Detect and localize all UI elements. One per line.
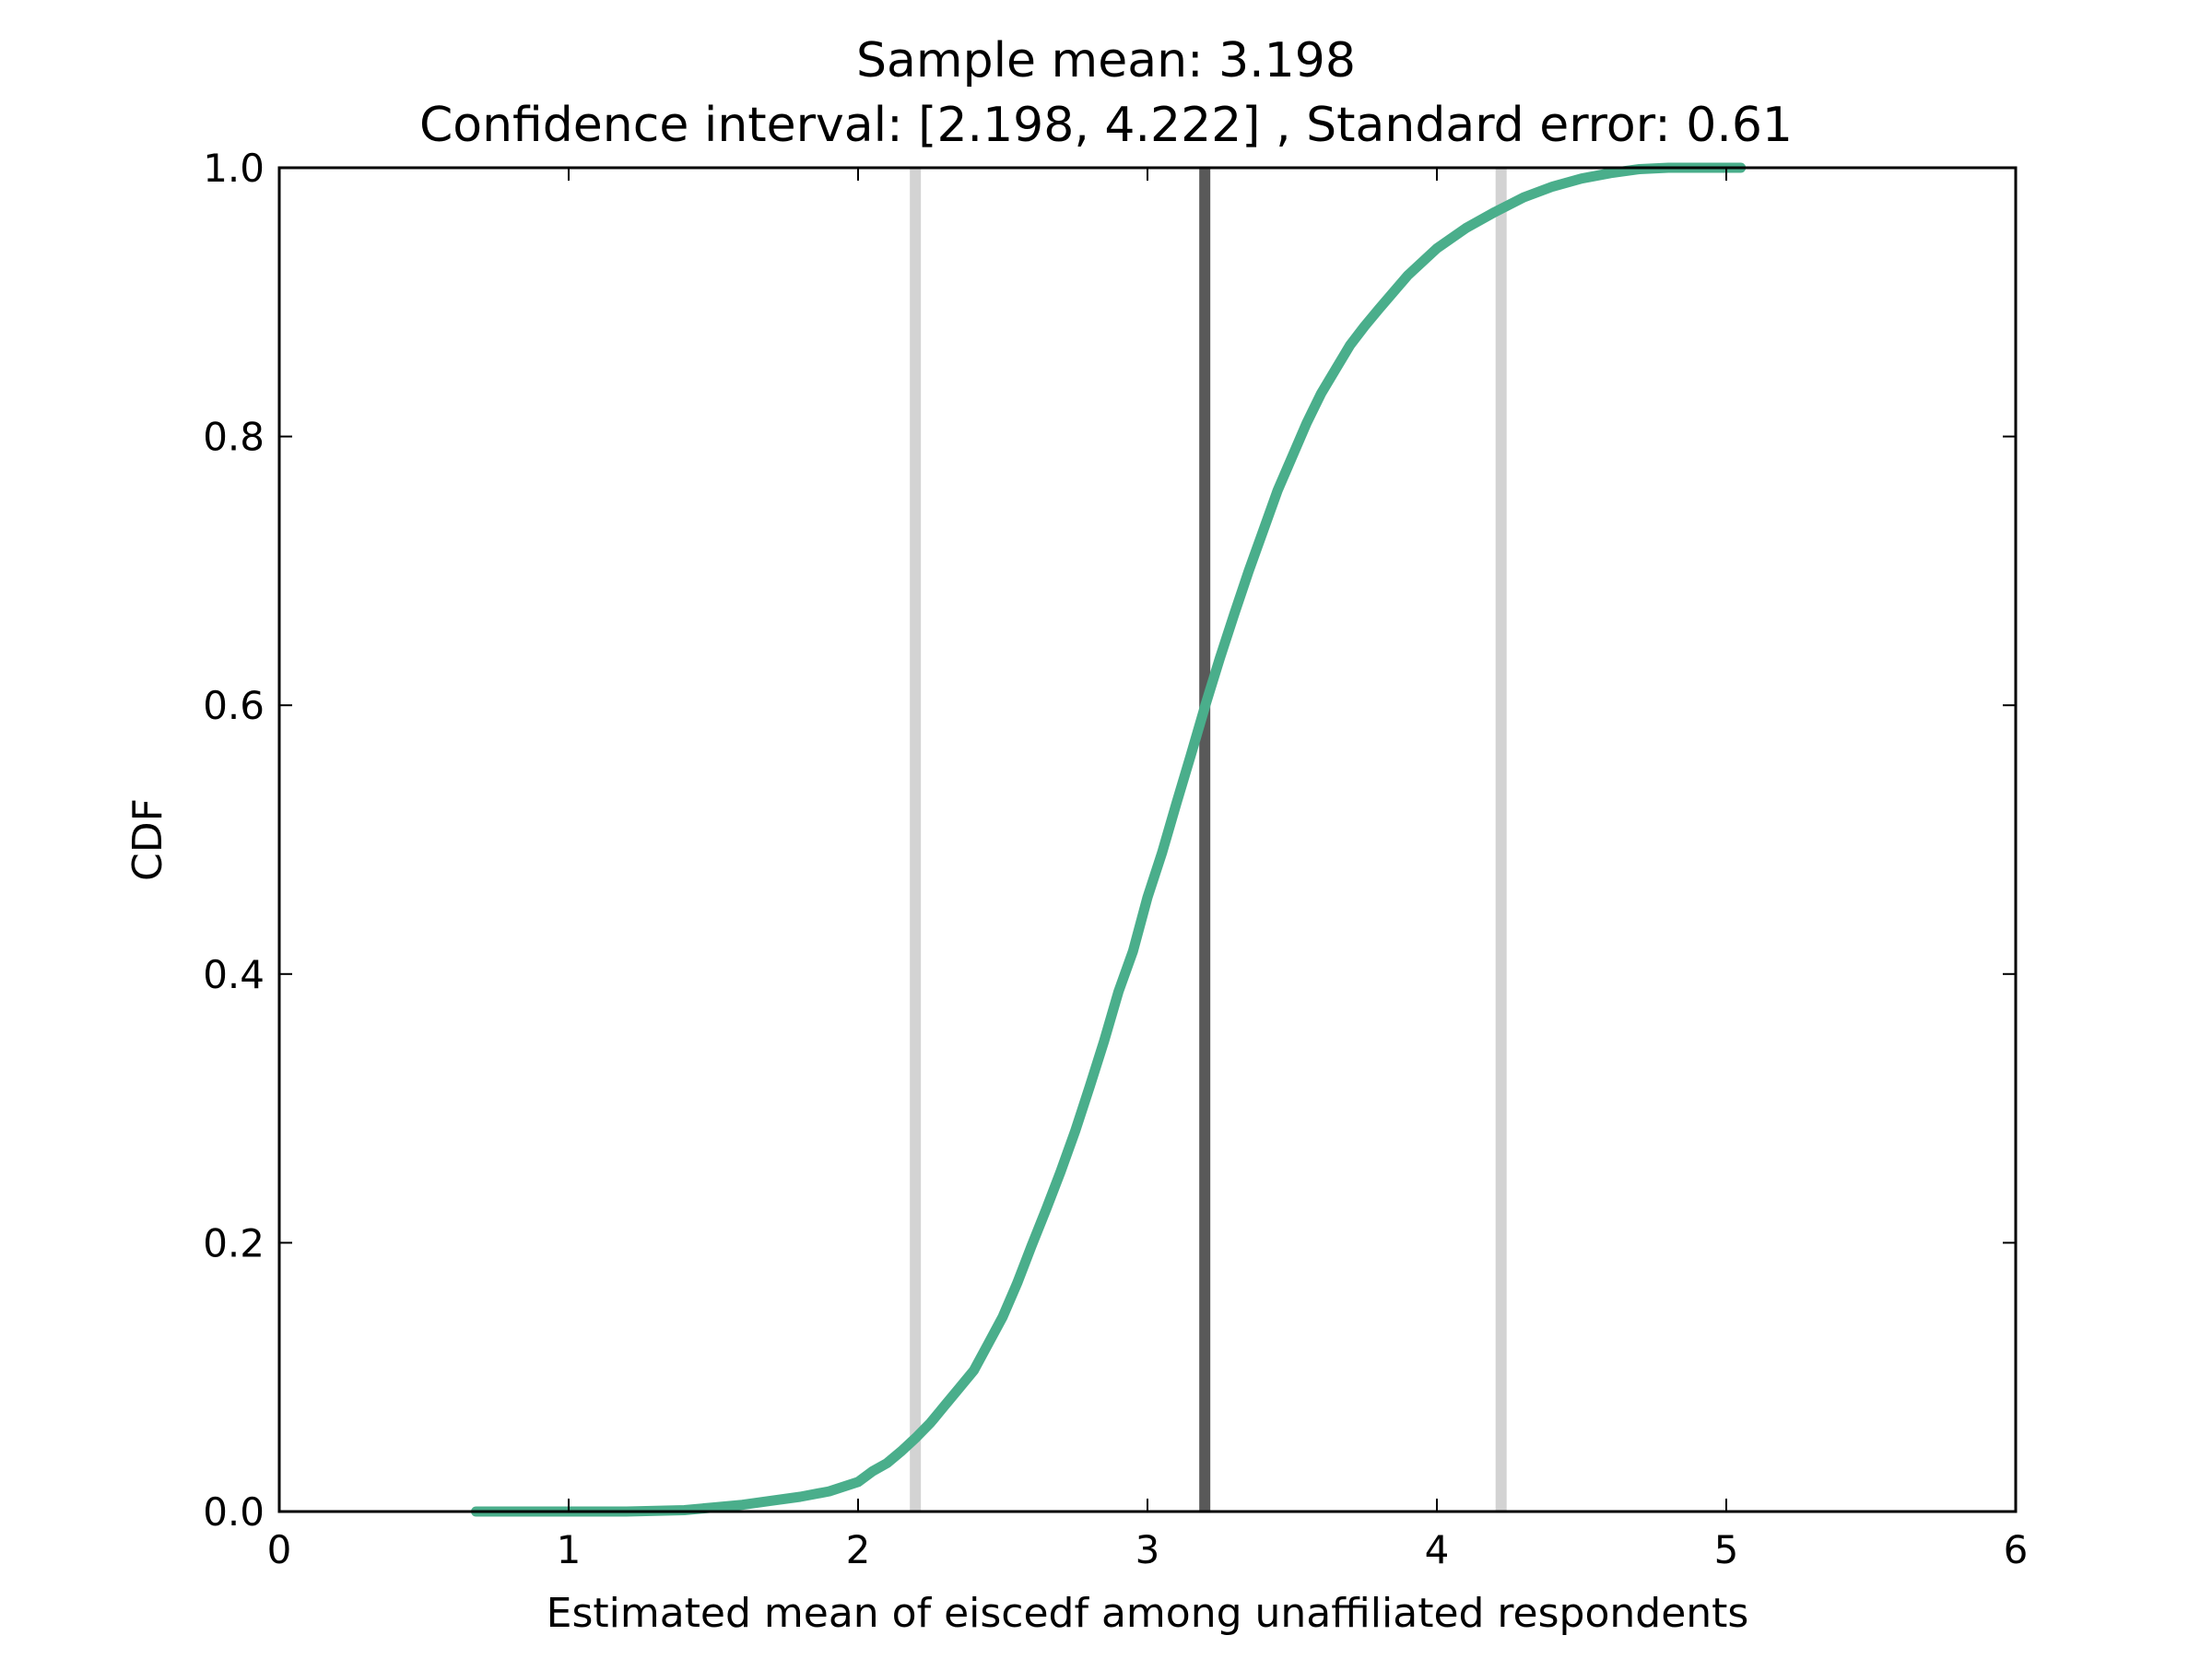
y-tick-label-4: 0.8 [203, 415, 265, 460]
y-tick-label-5: 1.0 [203, 146, 265, 191]
y-tick-label-3: 0.6 [203, 683, 265, 728]
x-tick-label-5: 5 [1714, 1527, 1739, 1572]
x-tick-label-0: 0 [267, 1527, 292, 1572]
ticks-layer: 0 1 2 3 4 5 6 0.0 0.2 0.4 0.6 0.8 1.0 [203, 146, 2028, 1572]
y-tick-label-1: 0.2 [203, 1220, 265, 1265]
y-axis-label: CDF [124, 798, 171, 881]
plot-frame [277, 166, 2018, 1513]
x-tick-label-3: 3 [1135, 1527, 1160, 1572]
y-tick-label-2: 0.4 [203, 952, 265, 997]
x-tick-label-6: 6 [2004, 1527, 2029, 1572]
cdf-series-line-0 [471, 162, 1747, 1517]
series-layer [471, 162, 1747, 1517]
x-tick-label-4: 4 [1425, 1527, 1450, 1572]
chart-title-line-1: Sample mean: 3.198 [856, 33, 1356, 88]
x-tick-label-1: 1 [557, 1527, 582, 1572]
reference-lines [910, 168, 1507, 1512]
x-axis-label: Estimated mean of eiscedf among unaffili… [547, 1590, 1749, 1637]
chart-title-line-2: Confidence interval: [2.198, 4.222] , St… [418, 98, 1794, 153]
y-tick-label-0: 0.0 [203, 1489, 265, 1535]
x-tick-label-2: 2 [846, 1527, 871, 1572]
